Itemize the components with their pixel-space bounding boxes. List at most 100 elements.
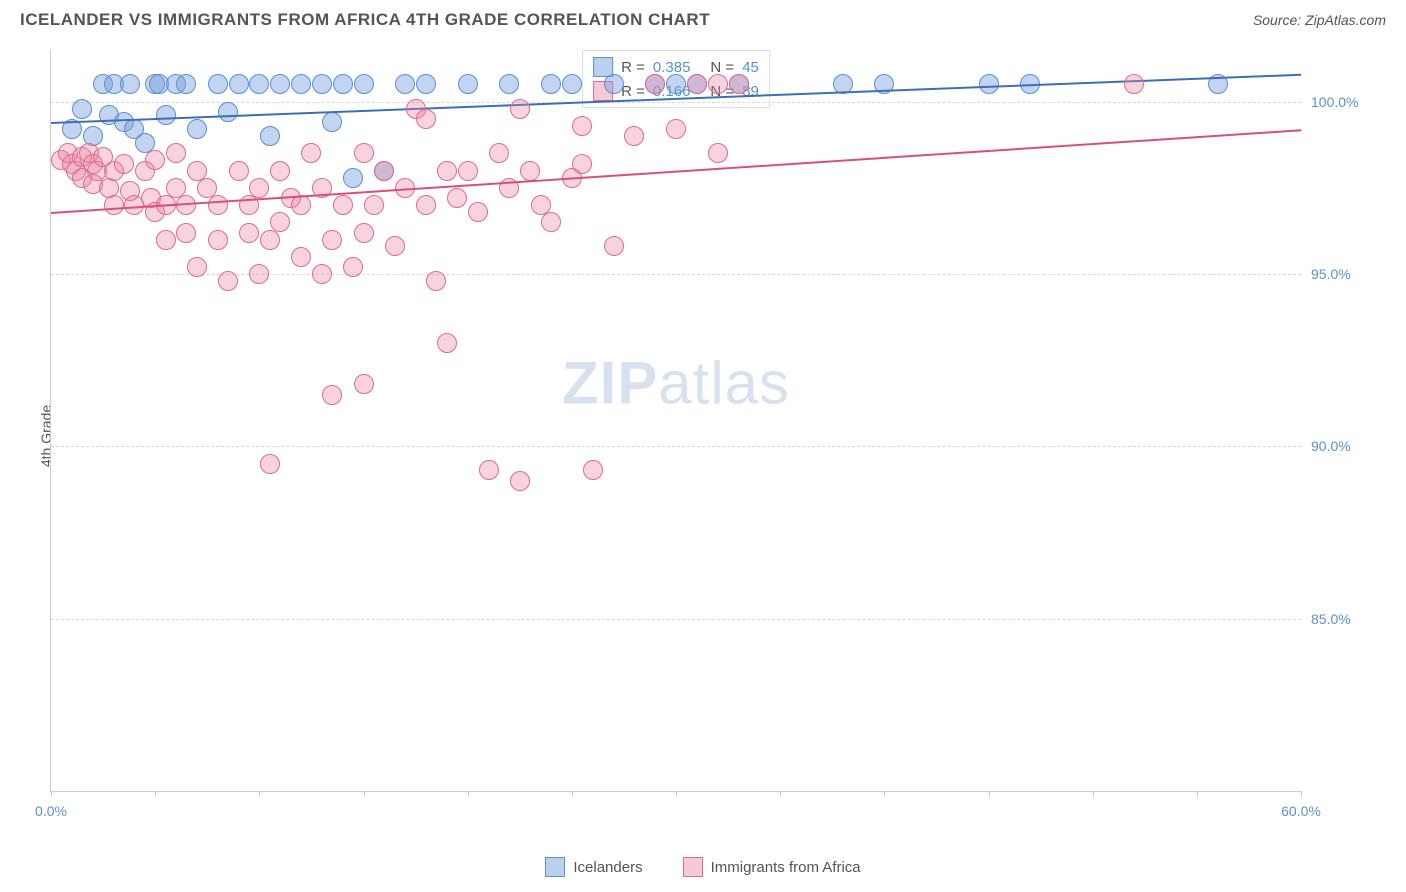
y-tick-label: 100.0% [1311,94,1381,110]
scatter-point [218,271,238,291]
scatter-point [541,212,561,232]
scatter-point [416,195,436,215]
scatter-point [145,150,165,170]
scatter-point [72,99,92,119]
x-tick-label: 0.0% [35,803,67,819]
scatter-point [114,154,134,174]
legend-r-label: R = [621,59,645,76]
scatter-point [104,195,124,215]
watermark: ZIPatlas [562,349,790,418]
scatter-point [979,74,999,94]
scatter-point [666,74,686,94]
scatter-point [249,74,269,94]
gridline-h [51,102,1301,103]
scatter-point [249,178,269,198]
scatter-point [437,161,457,181]
scatter-point [499,74,519,94]
scatter-point [343,168,363,188]
x-tick [676,791,677,797]
scatter-point [176,74,196,94]
scatter-point [270,212,290,232]
scatter-point [416,109,436,129]
series-name: Icelanders [573,859,642,876]
scatter-point [260,126,280,146]
scatter-point [322,385,342,405]
legend-n-label: N = [710,59,734,76]
scatter-point [354,223,374,243]
scatter-point [166,143,186,163]
legend-r-label: R = [621,83,645,100]
scatter-point [208,74,228,94]
scatter-point [187,119,207,139]
scatter-point [218,102,238,122]
x-tick [364,791,365,797]
scatter-point [322,112,342,132]
scatter-point [447,188,467,208]
plot-area: ZIPatlas R =0.385N =45R =0.166N =89 85.0… [50,50,1301,792]
x-tick [572,791,573,797]
scatter-point [572,116,592,136]
scatter-point [156,105,176,125]
y-tick-label: 90.0% [1311,438,1381,454]
scatter-point [156,230,176,250]
y-tick-label: 85.0% [1311,611,1381,627]
scatter-point [291,247,311,267]
scatter-point [270,74,290,94]
x-tick [780,791,781,797]
scatter-point [604,74,624,94]
scatter-point [187,257,207,277]
scatter-point [687,74,707,94]
scatter-point [572,154,592,174]
scatter-point [354,143,374,163]
chart-title: ICELANDER VS IMMIGRANTS FROM AFRICA 4TH … [20,10,710,30]
scatter-point [510,99,530,119]
y-tick-label: 95.0% [1311,266,1381,282]
scatter-point [301,143,321,163]
x-tick [884,791,885,797]
series-legend-item: Immigrants from Africa [683,857,861,877]
x-tick [1093,791,1094,797]
scatter-point [1124,74,1144,94]
scatter-point [666,119,686,139]
scatter-point [562,74,582,94]
x-tick [51,791,52,797]
x-tick [1197,791,1198,797]
scatter-point [333,74,353,94]
scatter-point [249,264,269,284]
scatter-point [458,74,478,94]
scatter-point [229,74,249,94]
scatter-point [520,161,540,181]
x-tick [989,791,990,797]
scatter-point [322,230,342,250]
scatter-point [479,460,499,480]
chart-container: 4th Grade ZIPatlas R =0.385N =45R =0.166… [50,50,1386,822]
scatter-point [416,74,436,94]
gridline-h [51,274,1301,275]
scatter-point [624,126,644,146]
series-name: Immigrants from Africa [711,859,861,876]
source-label: Source: ZipAtlas.com [1253,12,1386,28]
scatter-point [541,74,561,94]
scatter-point [708,143,728,163]
scatter-point [333,195,353,215]
scatter-point [364,195,384,215]
legend-swatch [545,857,565,877]
scatter-point [260,454,280,474]
scatter-point [176,223,196,243]
scatter-point [729,74,749,94]
scatter-point [120,74,140,94]
scatter-point [510,471,530,491]
x-tick [155,791,156,797]
x-tick [1301,791,1302,797]
scatter-point [468,202,488,222]
scatter-point [291,74,311,94]
scatter-point [343,257,363,277]
x-tick [468,791,469,797]
scatter-point [354,374,374,394]
legend-n-value: 45 [742,59,759,76]
scatter-point [312,264,332,284]
scatter-point [229,161,249,181]
scatter-point [437,333,457,353]
scatter-point [374,161,394,181]
scatter-point [385,236,405,256]
